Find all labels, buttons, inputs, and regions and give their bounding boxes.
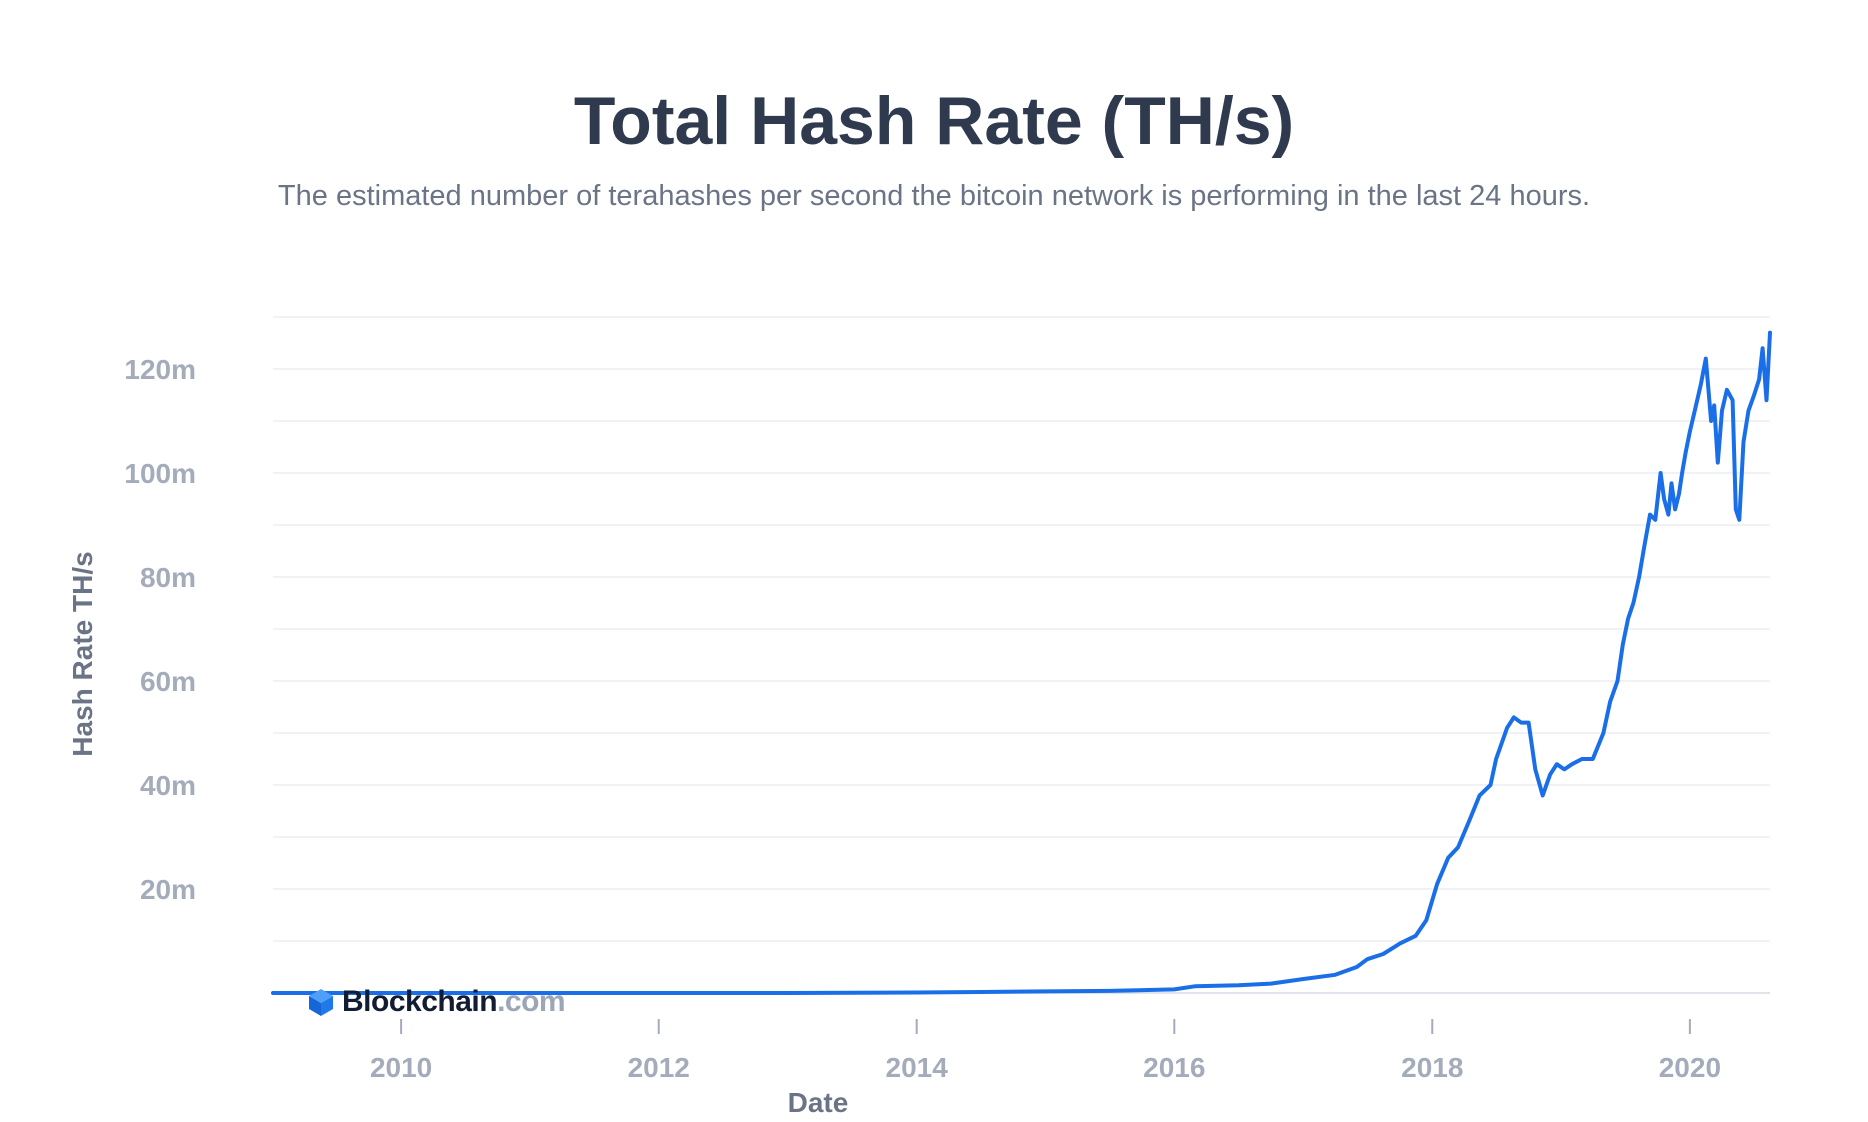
grid-lines [273,316,1770,994]
hash-rate-line [271,330,1772,995]
logo-suffix: .com [497,985,566,1018]
x-tick-label: 2020 [1659,1052,1721,1083]
y-tick-label: 100m [124,458,196,489]
x-tick-label: 2018 [1401,1052,1463,1083]
y-tick-label: 80m [140,562,196,593]
series-layer [271,330,1772,995]
x-axis-label: Date [788,1087,849,1118]
y-axis-ticks: 20m 40m 60m 80m 100m 120m [124,354,196,905]
y-tick-label: 120m [124,354,196,385]
chart-subtitle: The estimated number of terahashes per s… [277,180,1591,212]
blockchain-logo: Blockchain .com [306,985,566,1019]
x-tick-label: 2012 [628,1052,690,1083]
y-axis-label: Hash Rate TH/s [67,551,98,756]
x-axis-ticks: 2010 2012 2014 2016 2018 2020 [370,1019,1721,1083]
y-tick-label: 40m [140,770,196,801]
x-tick-label: 2010 [370,1052,432,1083]
y-tick-label: 60m [140,666,196,697]
chart-title: Total Hash Rate (TH/s) [573,83,1295,159]
blockchain-cube-icon [309,989,333,1016]
x-tick-label: 2016 [1143,1052,1205,1083]
logo-word: Blockchain [342,985,498,1018]
x-tick-label: 2014 [886,1052,949,1083]
y-tick-label: 20m [140,874,196,905]
